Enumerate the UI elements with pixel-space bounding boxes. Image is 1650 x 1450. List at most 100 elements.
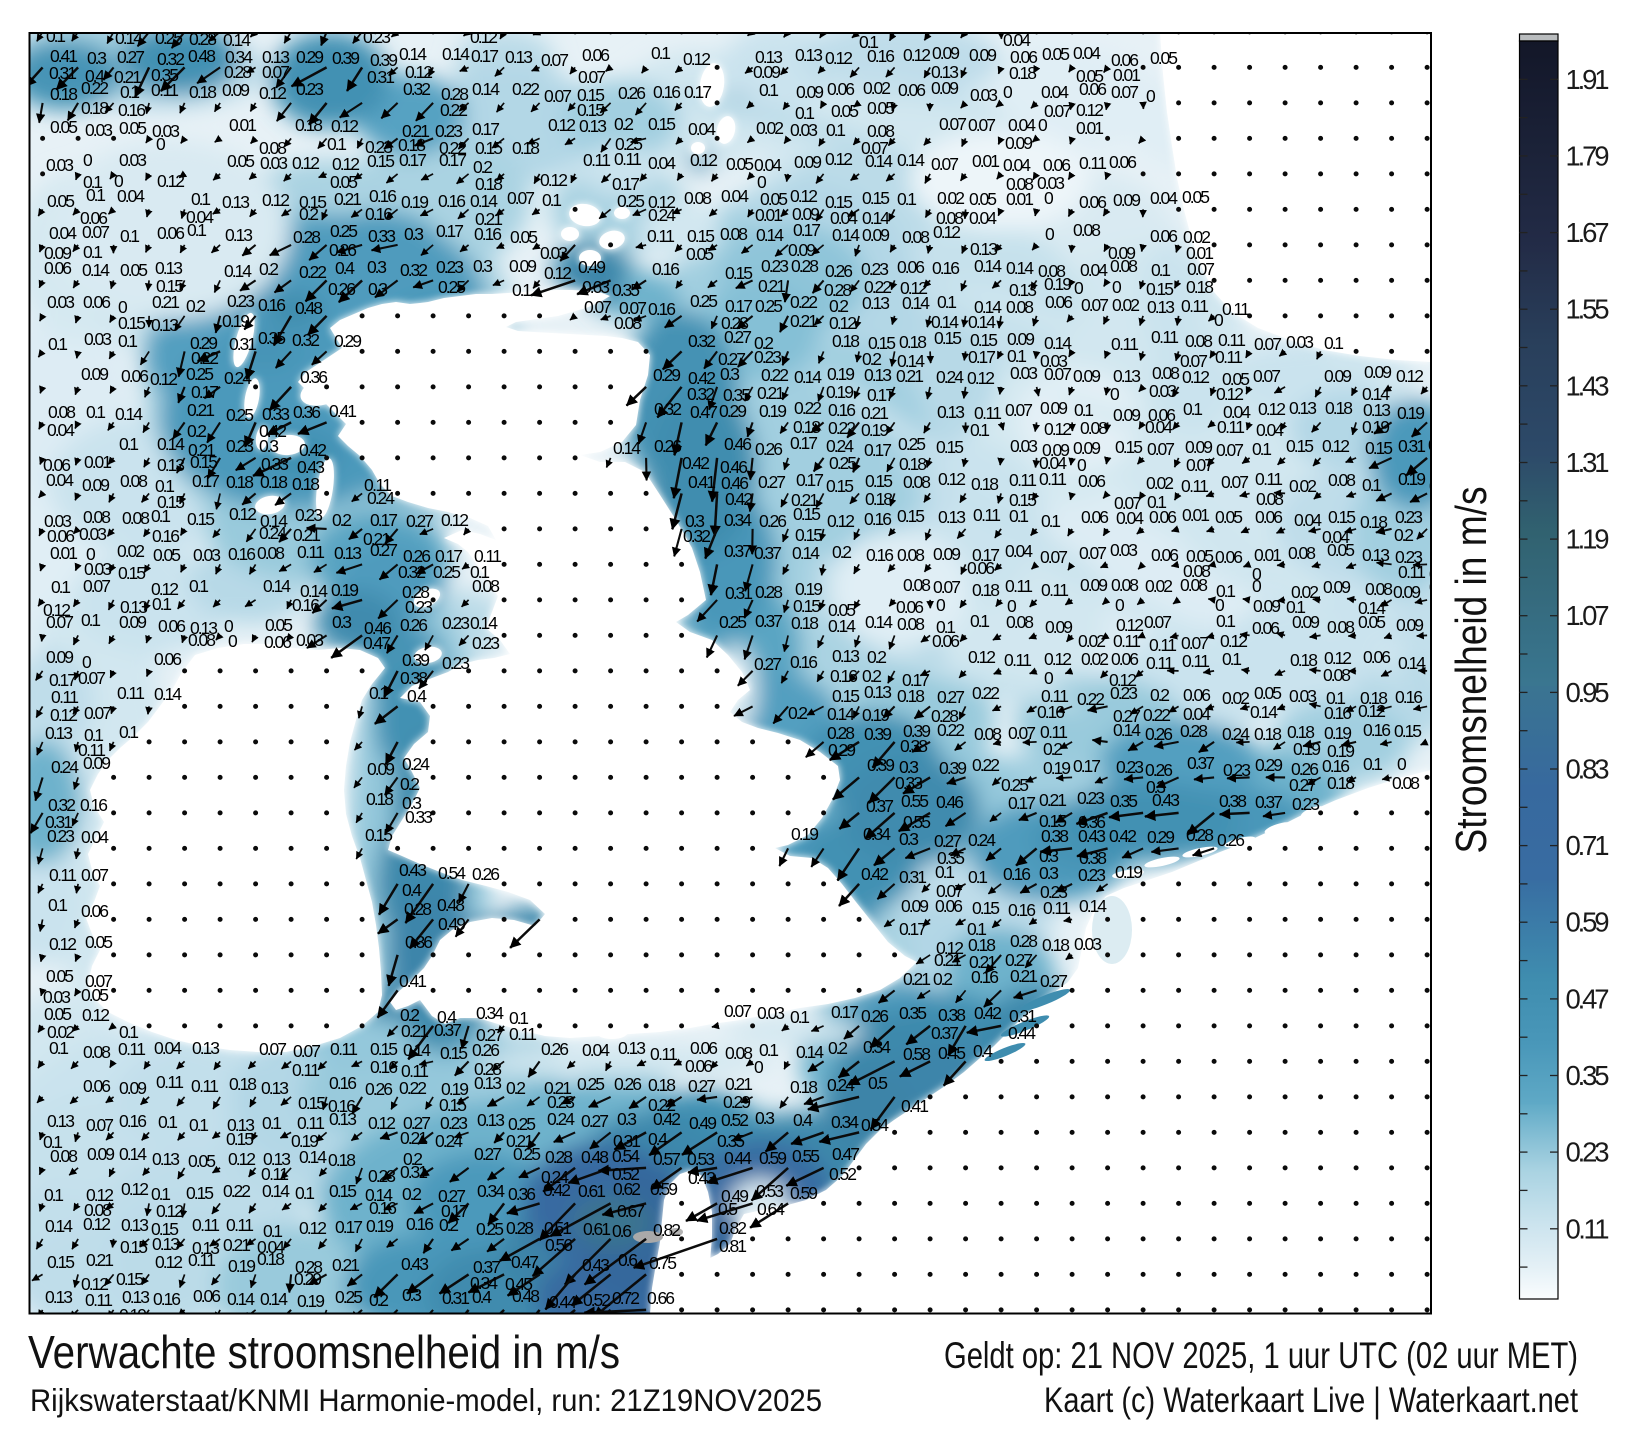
svg-text:0.02: 0.02 — [1183, 227, 1211, 247]
svg-text:0.16: 0.16 — [369, 186, 397, 206]
svg-text:0.2: 0.2 — [400, 1005, 420, 1025]
svg-text:0.15: 0.15 — [862, 188, 890, 208]
svg-text:0.09: 0.09 — [1007, 329, 1035, 349]
svg-text:0.16: 0.16 — [406, 1214, 434, 1234]
svg-text:0.04: 0.04 — [1116, 508, 1144, 528]
svg-text:1.19: 1.19 — [1566, 524, 1610, 555]
svg-text:0.16: 0.16 — [1037, 702, 1065, 722]
svg-text:0.22: 0.22 — [972, 683, 1000, 703]
svg-text:0.09: 0.09 — [1045, 617, 1073, 637]
svg-text:0.08: 0.08 — [50, 1146, 78, 1166]
svg-text:0.06: 0.06 — [1148, 405, 1176, 425]
svg-text:0.03: 0.03 — [43, 987, 71, 1007]
svg-text:0.03: 0.03 — [79, 524, 107, 544]
svg-text:0.2: 0.2 — [439, 1215, 459, 1235]
svg-text:0.09: 0.09 — [46, 647, 74, 667]
svg-text:0.07: 0.07 — [1114, 493, 1142, 513]
svg-text:0.1: 0.1 — [826, 120, 846, 140]
svg-text:0.14: 0.14 — [796, 1042, 824, 1062]
svg-text:0.35: 0.35 — [151, 65, 179, 85]
svg-text:0.08: 0.08 — [684, 188, 712, 208]
svg-text:0: 0 — [114, 171, 124, 191]
svg-text:0.07: 0.07 — [1005, 400, 1033, 420]
svg-text:0.1: 0.1 — [1151, 260, 1171, 280]
svg-text:0.12: 0.12 — [405, 62, 433, 82]
svg-text:0.02: 0.02 — [117, 541, 145, 561]
svg-text:0.1: 0.1 — [86, 402, 106, 422]
svg-text:0.17: 0.17 — [335, 1217, 363, 1237]
svg-text:0.22: 0.22 — [439, 138, 467, 158]
svg-text:0.07: 0.07 — [1111, 82, 1139, 102]
svg-text:0.39: 0.39 — [903, 721, 931, 741]
svg-text:0.15: 0.15 — [367, 151, 395, 171]
svg-text:0.15: 0.15 — [440, 1043, 468, 1063]
svg-text:0.16: 0.16 — [932, 258, 960, 278]
svg-text:0.47: 0.47 — [363, 633, 391, 653]
svg-text:0.37: 0.37 — [1255, 792, 1283, 812]
svg-text:0.11: 0.11 — [297, 542, 325, 562]
svg-text:0.04: 0.04 — [830, 208, 858, 228]
svg-text:0.09: 0.09 — [1108, 243, 1136, 263]
svg-text:0.26: 0.26 — [472, 864, 500, 884]
svg-text:0.33: 0.33 — [262, 404, 290, 424]
svg-text:0.26: 0.26 — [472, 1040, 500, 1060]
svg-text:0.11: 0.11 — [330, 1039, 358, 1059]
svg-text:0.09: 0.09 — [1005, 133, 1033, 153]
svg-text:0.15: 0.15 — [186, 1183, 214, 1203]
svg-text:0.08: 0.08 — [1111, 575, 1139, 595]
svg-text:0.05: 0.05 — [81, 985, 109, 1005]
svg-text:0.17: 0.17 — [725, 296, 753, 316]
svg-text:0.15: 0.15 — [648, 114, 676, 134]
svg-text:0.37: 0.37 — [724, 541, 752, 561]
svg-text:0.2: 0.2 — [299, 204, 319, 224]
svg-text:0.12: 0.12 — [1116, 615, 1144, 635]
svg-text:0.1: 0.1 — [759, 1040, 779, 1060]
svg-text:0.01: 0.01 — [755, 205, 783, 225]
svg-text:0.25: 0.25 — [898, 434, 926, 454]
svg-text:0.15: 0.15 — [47, 1252, 75, 1272]
svg-text:0.16: 0.16 — [258, 295, 286, 315]
svg-text:0.48: 0.48 — [581, 1147, 609, 1167]
svg-text:0.26: 0.26 — [861, 1006, 889, 1026]
svg-text:0.14: 0.14 — [260, 511, 288, 531]
svg-text:0.29: 0.29 — [653, 365, 681, 385]
svg-text:0.17: 0.17 — [191, 382, 219, 402]
svg-text:0.34: 0.34 — [476, 1003, 504, 1023]
svg-text:0.11: 0.11 — [1111, 334, 1139, 354]
svg-text:0.24: 0.24 — [936, 367, 964, 387]
svg-text:0.23: 0.23 — [365, 137, 393, 157]
svg-text:0.13: 0.13 — [1289, 398, 1317, 418]
svg-text:0.14: 0.14 — [299, 1147, 327, 1167]
svg-text:0.18: 0.18 — [1360, 512, 1388, 532]
svg-text:0.02: 0.02 — [1081, 649, 1109, 669]
svg-text:0.14: 0.14 — [974, 297, 1002, 317]
svg-text:0.39: 0.39 — [867, 755, 895, 775]
svg-text:0.1: 0.1 — [1183, 399, 1203, 419]
svg-text:0: 0 — [156, 134, 166, 154]
svg-text:0.13: 0.13 — [261, 1078, 289, 1098]
svg-text:0: 0 — [224, 616, 234, 636]
svg-text:0.25: 0.25 — [155, 28, 183, 48]
svg-text:0.06: 0.06 — [935, 896, 963, 916]
svg-text:0.25: 0.25 — [335, 1287, 363, 1307]
svg-text:0.33: 0.33 — [895, 773, 923, 793]
svg-text:0.14: 0.14 — [157, 434, 185, 454]
svg-text:0.46: 0.46 — [364, 618, 392, 638]
svg-text:0.26: 0.26 — [1145, 724, 1173, 744]
svg-text:0.34: 0.34 — [831, 1112, 859, 1132]
svg-text:0.06: 0.06 — [896, 597, 924, 617]
svg-text:0.27: 0.27 — [1289, 775, 1317, 795]
svg-text:0: 0 — [1252, 564, 1262, 584]
svg-text:Rijkswaterstaat/KNMI Harmonie-: Rijkswaterstaat/KNMI Harmonie-model, run… — [30, 1382, 822, 1418]
svg-text:0.18: 0.18 — [1290, 650, 1318, 670]
svg-text:0.07: 0.07 — [1147, 439, 1175, 459]
svg-text:0.18: 0.18 — [1042, 935, 1070, 955]
svg-text:0.07: 0.07 — [584, 297, 612, 317]
svg-text:0.07: 0.07 — [82, 222, 110, 242]
svg-text:0.31: 0.31 — [1398, 436, 1426, 456]
svg-text:0.04: 0.04 — [754, 155, 782, 175]
svg-text:0.15: 0.15 — [1394, 721, 1422, 741]
svg-text:0.15: 0.15 — [118, 313, 146, 333]
svg-text:0.25: 0.25 — [513, 1144, 541, 1164]
svg-text:0.16: 0.16 — [438, 191, 466, 211]
